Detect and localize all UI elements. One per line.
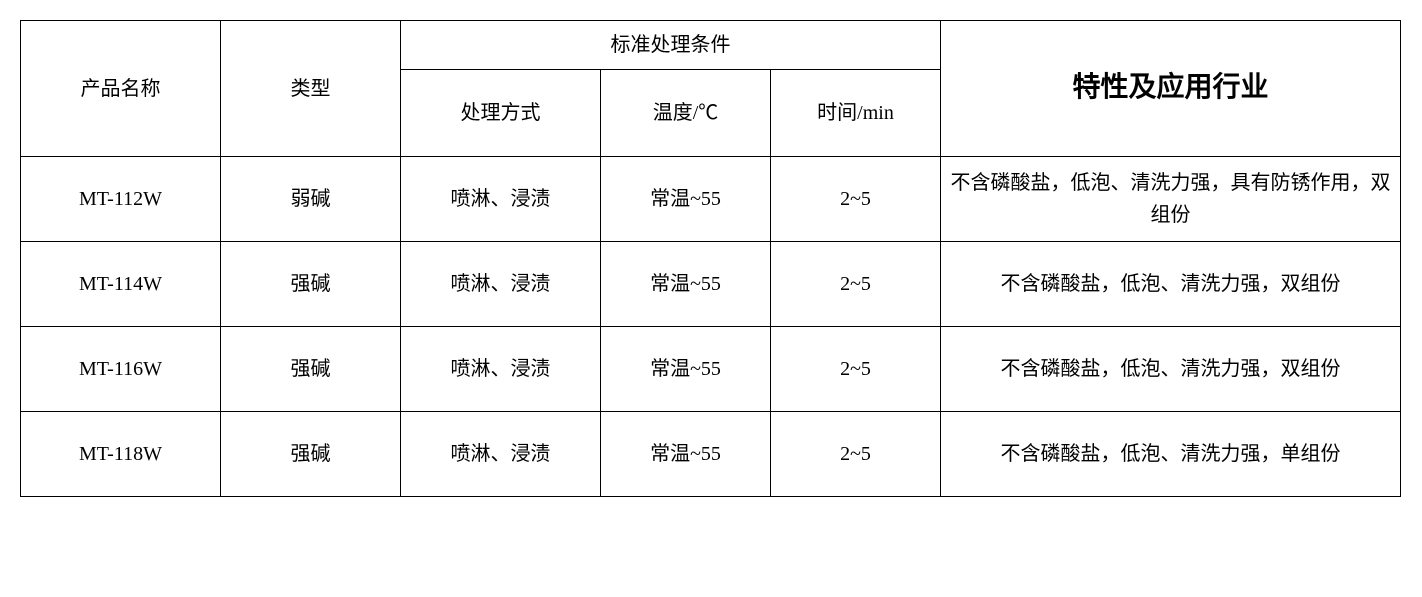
col-header-conditions-group: 标准处理条件 — [401, 21, 941, 70]
col-header-features: 特性及应用行业 — [941, 21, 1401, 157]
cell-features: 不含磷酸盐，低泡、清洗力强，双组份 — [941, 242, 1401, 327]
product-spec-table: 产品名称 类型 标准处理条件 特性及应用行业 处理方式 温度/℃ 时间/min … — [20, 20, 1401, 497]
cell-product-name: MT-118W — [21, 412, 221, 497]
cell-features: 不含磷酸盐，低泡、清洗力强，单组份 — [941, 412, 1401, 497]
col-header-time: 时间/min — [771, 70, 941, 157]
table-row: MT-112W 弱碱 喷淋、浸渍 常温~55 2~5 不含磷酸盐，低泡、清洗力强… — [21, 157, 1401, 242]
table-row: MT-118W 强碱 喷淋、浸渍 常温~55 2~5 不含磷酸盐，低泡、清洗力强… — [21, 412, 1401, 497]
cell-method: 喷淋、浸渍 — [401, 327, 601, 412]
cell-type: 弱碱 — [221, 157, 401, 242]
cell-temperature: 常温~55 — [601, 412, 771, 497]
cell-time: 2~5 — [771, 327, 941, 412]
col-header-type: 类型 — [221, 21, 401, 157]
cell-time: 2~5 — [771, 412, 941, 497]
table-row: MT-116W 强碱 喷淋、浸渍 常温~55 2~5 不含磷酸盐，低泡、清洗力强… — [21, 327, 1401, 412]
cell-method: 喷淋、浸渍 — [401, 412, 601, 497]
table-header-row-1: 产品名称 类型 标准处理条件 特性及应用行业 — [21, 21, 1401, 70]
cell-type: 强碱 — [221, 412, 401, 497]
cell-method: 喷淋、浸渍 — [401, 242, 601, 327]
col-header-product-name: 产品名称 — [21, 21, 221, 157]
cell-temperature: 常温~55 — [601, 242, 771, 327]
cell-temperature: 常温~55 — [601, 327, 771, 412]
cell-product-name: MT-112W — [21, 157, 221, 242]
cell-product-name: MT-116W — [21, 327, 221, 412]
cell-type: 强碱 — [221, 242, 401, 327]
col-header-temperature: 温度/℃ — [601, 70, 771, 157]
cell-time: 2~5 — [771, 242, 941, 327]
cell-features: 不含磷酸盐，低泡、清洗力强，双组份 — [941, 327, 1401, 412]
cell-type: 强碱 — [221, 327, 401, 412]
cell-features: 不含磷酸盐，低泡、清洗力强，具有防锈作用，双组份 — [941, 157, 1401, 242]
cell-method: 喷淋、浸渍 — [401, 157, 601, 242]
cell-product-name: MT-114W — [21, 242, 221, 327]
col-header-method: 处理方式 — [401, 70, 601, 157]
cell-time: 2~5 — [771, 157, 941, 242]
table-row: MT-114W 强碱 喷淋、浸渍 常温~55 2~5 不含磷酸盐，低泡、清洗力强… — [21, 242, 1401, 327]
cell-temperature: 常温~55 — [601, 157, 771, 242]
